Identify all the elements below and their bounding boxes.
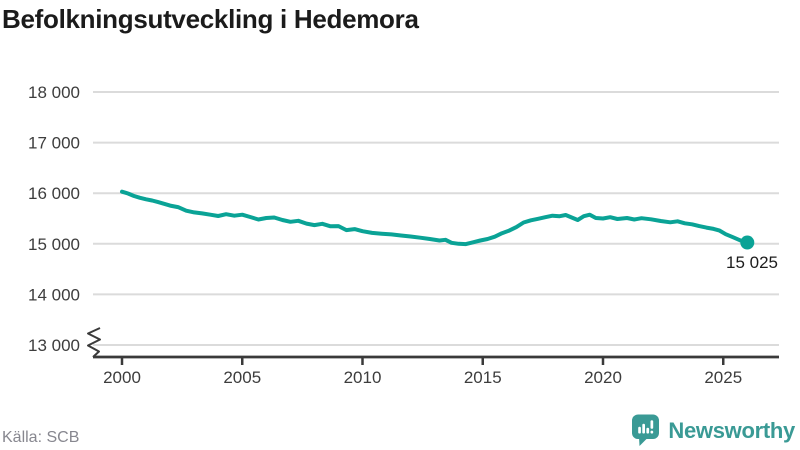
page-title: Befolkningsutveckling i Hedemora xyxy=(2,4,419,34)
logo-bar-chart-glyph xyxy=(638,420,654,434)
newsworthy-wordmark: Newsworthy xyxy=(668,418,795,443)
y-tick-label: 16 000 xyxy=(28,184,80,203)
x-tick-label: 2020 xyxy=(584,368,622,387)
y-tick-label: 14 000 xyxy=(28,285,80,304)
latest-value-label: 15 025 xyxy=(726,253,778,272)
y-tick-label: 13 000 xyxy=(28,336,80,355)
x-tick-label: 2000 xyxy=(103,368,141,387)
y-tick-label: 15 000 xyxy=(28,235,80,254)
x-tick-label: 2015 xyxy=(464,368,502,387)
x-tick-label: 2025 xyxy=(704,368,742,387)
y-tick-label: 17 000 xyxy=(28,134,80,153)
newsworthy-speech-bubble-bar-chart-icon xyxy=(632,414,660,446)
source-label: Källa: SCB xyxy=(2,429,80,446)
population-line xyxy=(120,189,750,247)
axis-break-icon xyxy=(87,327,101,358)
latest-point-marker xyxy=(740,235,755,250)
newsworthy-logo: Newsworthy xyxy=(631,414,795,447)
x-tick-label: 2005 xyxy=(223,368,261,387)
logo-bubble-shape xyxy=(632,414,660,446)
y-tick-label: 18 000 xyxy=(28,83,80,102)
x-tick-label: 2010 xyxy=(344,368,382,387)
